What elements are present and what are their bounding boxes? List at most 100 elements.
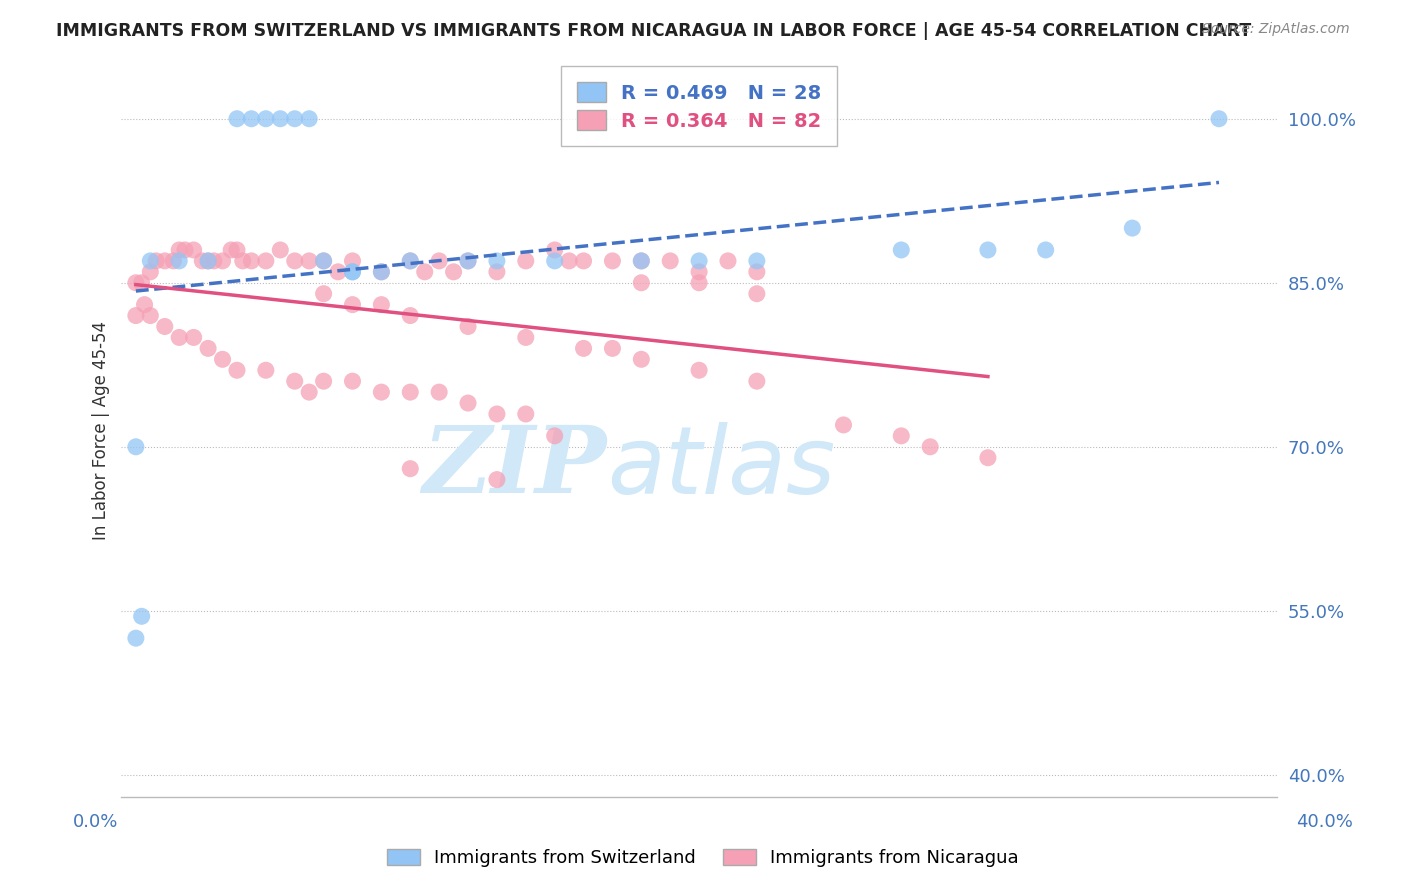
Point — [717, 253, 740, 268]
Point — [920, 440, 942, 454]
Y-axis label: In Labor Force | Age 45-54: In Labor Force | Age 45-54 — [93, 321, 110, 540]
Point — [890, 429, 912, 443]
Point — [226, 112, 249, 126]
Point — [427, 253, 450, 268]
Point — [544, 253, 567, 268]
Point — [197, 253, 219, 268]
Point — [558, 253, 581, 268]
Point — [745, 286, 768, 301]
Point — [284, 253, 307, 268]
Point — [515, 407, 537, 421]
Point — [630, 276, 652, 290]
Point — [688, 363, 710, 377]
Point — [485, 253, 508, 268]
Point — [312, 286, 335, 301]
Point — [211, 352, 233, 367]
Point — [370, 265, 392, 279]
Point — [832, 417, 855, 432]
Point — [139, 265, 162, 279]
Point — [485, 265, 508, 279]
Point — [183, 330, 205, 344]
Point — [342, 298, 364, 312]
Point — [174, 243, 197, 257]
Point — [457, 253, 479, 268]
Point — [745, 265, 768, 279]
Point — [399, 253, 422, 268]
Point — [413, 265, 436, 279]
Point — [125, 276, 148, 290]
Point — [399, 309, 422, 323]
Text: atlas: atlas — [606, 422, 835, 513]
Point — [298, 385, 321, 400]
Point — [399, 253, 422, 268]
Point — [370, 298, 392, 312]
Point — [890, 243, 912, 257]
Point — [134, 298, 156, 312]
Point — [515, 253, 537, 268]
Point — [167, 243, 190, 257]
Point — [197, 253, 219, 268]
Legend: R = 0.469   N = 28, R = 0.364   N = 82: R = 0.469 N = 28, R = 0.364 N = 82 — [561, 67, 837, 146]
Point — [688, 265, 710, 279]
Point — [131, 276, 153, 290]
Point — [254, 112, 277, 126]
Point — [572, 342, 595, 356]
Legend: Immigrants from Switzerland, Immigrants from Nicaragua: Immigrants from Switzerland, Immigrants … — [380, 841, 1026, 874]
Point — [240, 253, 263, 268]
Point — [485, 473, 508, 487]
Point — [745, 374, 768, 388]
Point — [1208, 112, 1230, 126]
Point — [162, 253, 184, 268]
Point — [688, 276, 710, 290]
Point — [254, 253, 277, 268]
Point — [977, 450, 1000, 465]
Text: Source: ZipAtlas.com: Source: ZipAtlas.com — [1202, 22, 1350, 37]
Point — [284, 112, 307, 126]
Point — [370, 265, 392, 279]
Point — [226, 243, 249, 257]
Point — [269, 243, 291, 257]
Point — [183, 243, 205, 257]
Point — [298, 253, 321, 268]
Point — [342, 265, 364, 279]
Point — [219, 243, 242, 257]
Point — [457, 396, 479, 410]
Point — [125, 440, 148, 454]
Point — [342, 374, 364, 388]
Text: ZIP: ZIP — [422, 422, 606, 512]
Point — [191, 253, 214, 268]
Point — [399, 385, 422, 400]
Point — [125, 309, 148, 323]
Point — [167, 330, 190, 344]
Point — [399, 461, 422, 475]
Point — [602, 253, 624, 268]
Point — [326, 265, 349, 279]
Point — [544, 243, 567, 257]
Point — [602, 342, 624, 356]
Point — [630, 253, 652, 268]
Text: 0.0%: 0.0% — [73, 813, 118, 830]
Point — [342, 265, 364, 279]
Point — [131, 609, 153, 624]
Text: IMMIGRANTS FROM SWITZERLAND VS IMMIGRANTS FROM NICARAGUA IN LABOR FORCE | AGE 45: IMMIGRANTS FROM SWITZERLAND VS IMMIGRANT… — [56, 22, 1251, 40]
Point — [298, 112, 321, 126]
Point — [659, 253, 682, 268]
Point — [630, 253, 652, 268]
Point — [254, 363, 277, 377]
Point — [197, 342, 219, 356]
Point — [139, 253, 162, 268]
Point — [688, 253, 710, 268]
Point — [202, 253, 225, 268]
Point — [572, 253, 595, 268]
Text: 40.0%: 40.0% — [1296, 813, 1353, 830]
Point — [515, 330, 537, 344]
Point — [167, 253, 190, 268]
Point — [745, 253, 768, 268]
Point — [153, 253, 176, 268]
Point — [342, 253, 364, 268]
Point — [485, 407, 508, 421]
Point — [312, 253, 335, 268]
Point — [269, 112, 291, 126]
Point — [370, 385, 392, 400]
Point — [977, 243, 1000, 257]
